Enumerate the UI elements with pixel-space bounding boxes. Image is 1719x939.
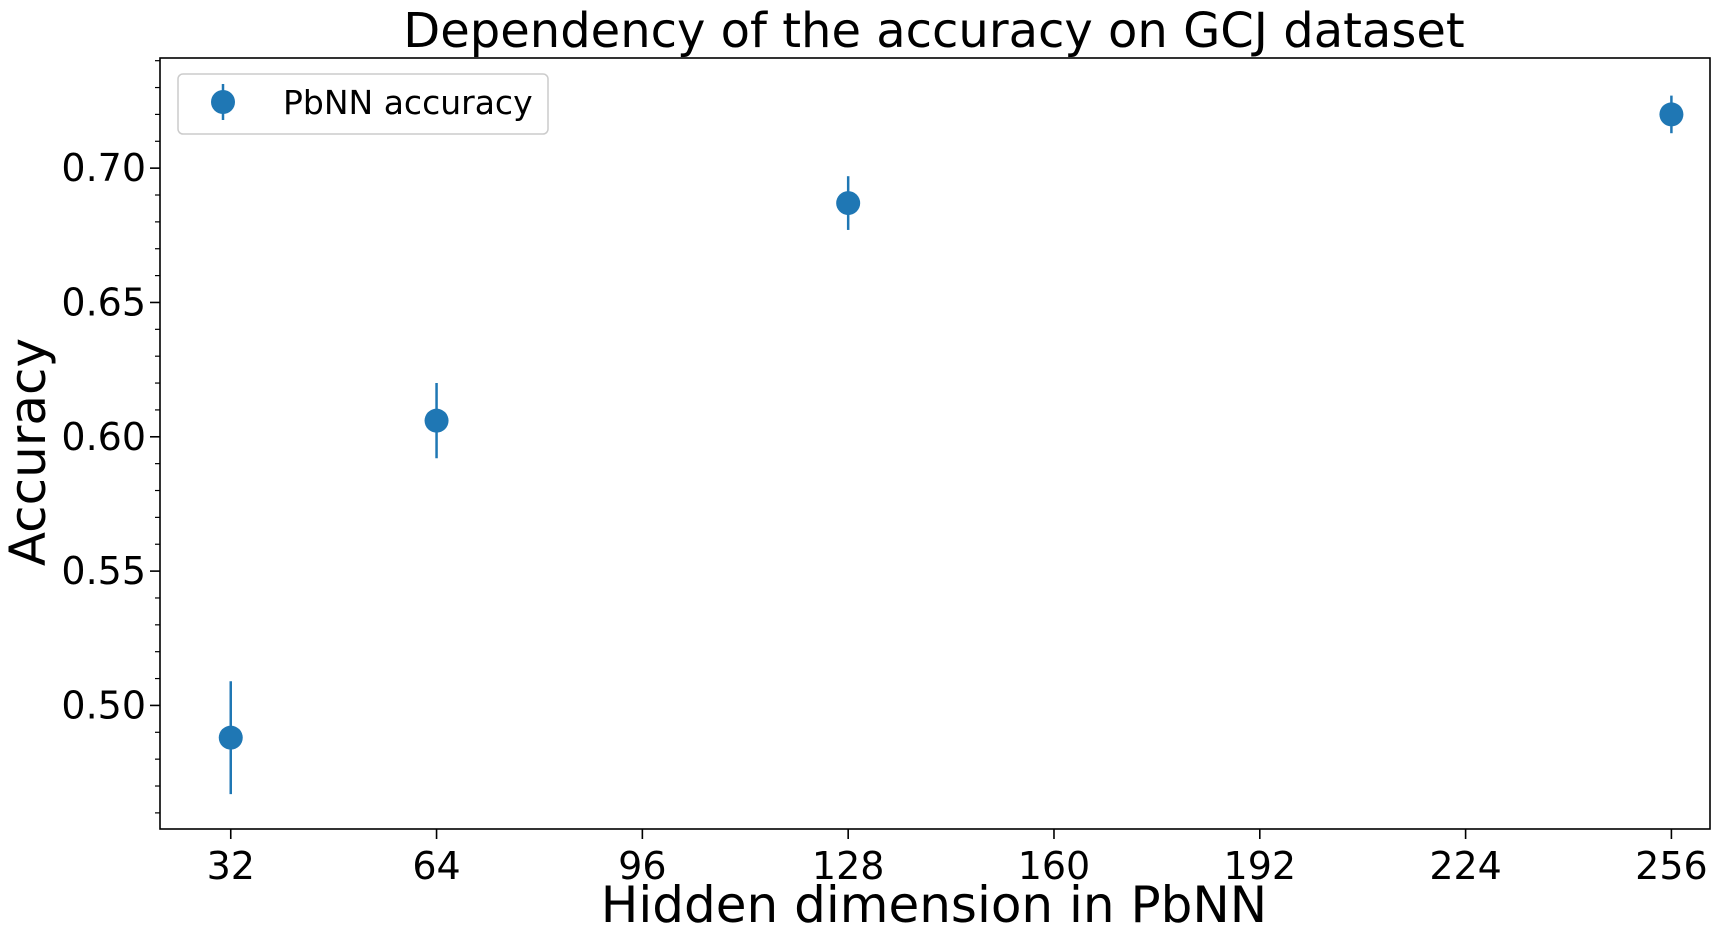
y-tick-label: 0.50 xyxy=(61,683,146,727)
data-point xyxy=(836,191,861,216)
x-tick-label: 128 xyxy=(812,844,885,888)
chart-title: Dependency of the accuracy on GCJ datase… xyxy=(403,3,1464,59)
legend-box xyxy=(177,73,549,135)
x-axis: 32 64 96 128 160 192 224 256 xyxy=(207,829,1708,888)
y-tick-label: 0.55 xyxy=(61,549,146,593)
x-tick-label: 192 xyxy=(1224,844,1297,888)
data-point xyxy=(424,408,449,433)
x-tick-label: 96 xyxy=(618,844,666,888)
y-tick-label: 0.60 xyxy=(61,415,146,459)
x-tick-label: 224 xyxy=(1429,844,1502,888)
x-tick-label: 160 xyxy=(1018,844,1091,888)
y-axis: 0.50 0.55 0.60 0.65 0.70 xyxy=(61,60,160,814)
y-tick-label: 0.65 xyxy=(61,280,146,324)
legend-marker xyxy=(211,90,235,114)
y-tick-label: 0.70 xyxy=(61,146,146,190)
x-tick-label: 32 xyxy=(207,844,255,888)
data-point xyxy=(1659,102,1684,127)
plot-area-border xyxy=(159,57,1711,830)
plot-frame xyxy=(159,57,1711,830)
legend: PbNN accuracy xyxy=(177,73,549,135)
legend-label: PbNN accuracy xyxy=(283,83,533,122)
x-tick-label: 64 xyxy=(412,844,460,888)
x-tick-label: 256 xyxy=(1635,844,1708,888)
data-point xyxy=(218,725,243,750)
y-axis-title: Accuracy xyxy=(0,338,57,566)
x-axis-title: Hidden dimension in PbNN xyxy=(601,876,1267,934)
data-series xyxy=(218,95,1684,795)
